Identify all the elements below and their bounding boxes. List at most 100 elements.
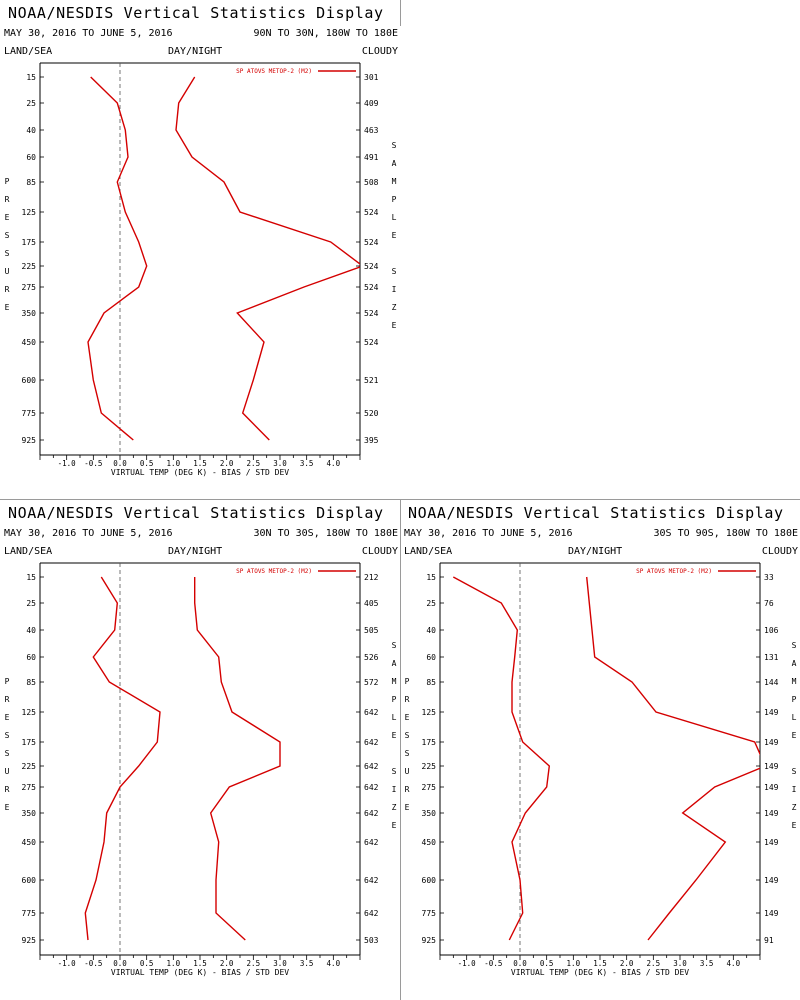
sample-size-label: 505 xyxy=(364,626,379,635)
pressure-level-label: 925 xyxy=(422,936,437,945)
sample-size-label: 520 xyxy=(364,409,379,418)
x-tick-label: 3.0 xyxy=(273,459,287,468)
x-tick-label: 2.5 xyxy=(247,459,261,468)
axis-letter: R xyxy=(405,695,410,704)
pressure-level-label: 175 xyxy=(22,738,37,747)
pressure-level-label: 275 xyxy=(22,283,37,292)
pressure-level-label: 600 xyxy=(22,876,37,885)
profile-chart: -1.0 -0.5 0.0 0.5 1.0 1.5 2.0 2.5 3.0 3.5 4.0 VIRTU… xyxy=(5,62,397,477)
sample-size-label: 503 xyxy=(364,936,379,945)
sample-size-label: 642 xyxy=(364,876,379,885)
x-tick-label: 1.0 xyxy=(167,959,181,968)
pressure-level-label: 175 xyxy=(22,238,37,247)
axis-letter: L xyxy=(392,713,397,722)
axis-letter: P xyxy=(392,695,397,704)
stats-panel-north: NOAA/NESDIS Vertical Statistics Display M… xyxy=(0,0,400,500)
pressure-level-label: 275 xyxy=(22,783,37,792)
pressure-level-label: 925 xyxy=(22,436,37,445)
sample-size-label: 212 xyxy=(364,573,379,582)
region-label: 30N TO 30S, 180W TO 180E xyxy=(253,528,399,539)
pressure-level-label: 15 xyxy=(426,573,436,582)
cloudy-label: CLOUDY xyxy=(361,46,398,57)
pressure-level-label: 600 xyxy=(22,376,37,385)
axis-letter: R xyxy=(5,285,10,294)
x-tick-label: 3.5 xyxy=(300,959,314,968)
sample-size-label: 491 xyxy=(364,153,379,162)
pressure-level-label: 275 xyxy=(422,783,437,792)
profile-chart: -1.0 -0.5 0.0 0.5 1.0 1.5 2.0 2.5 3.0 3.5 4.0 VIRTU… xyxy=(5,562,397,977)
sample-size-label: 524 xyxy=(364,338,379,347)
axis-letter: E xyxy=(392,821,397,830)
x-tick-label: -1.0 xyxy=(58,459,77,468)
y2-axis-label-part2: SIZESIZE xyxy=(392,767,397,830)
axis-letter: S xyxy=(5,249,10,258)
axis-letter: Z xyxy=(392,803,397,812)
sample-size-label: 91 xyxy=(764,936,774,945)
y2-axis-label-part1: SAMPLESAMPLE xyxy=(392,641,397,740)
x-tick-label: 0.0 xyxy=(513,959,527,968)
pressure-level-label: 125 xyxy=(22,708,37,717)
axis-letter: M xyxy=(792,677,797,686)
axis-letter: M xyxy=(392,677,397,686)
axis-letter: S xyxy=(5,231,10,240)
pressure-level-label: 25 xyxy=(426,599,436,608)
axis-letter: E xyxy=(792,731,797,740)
axis-letter: R xyxy=(5,195,10,204)
x-tick-label: 0.5 xyxy=(540,959,554,968)
axis-letter: S xyxy=(405,749,410,758)
sample-size-label: 409 xyxy=(364,99,379,108)
x-axis-label: VIRTUAL TEMP (DEG K) - BIAS / STD DEV xyxy=(511,968,689,977)
sample-size-label: 76 xyxy=(764,599,774,608)
pressure-level-label: 60 xyxy=(426,653,436,662)
sample-size-label: 106 xyxy=(764,626,779,635)
region-label: 90N TO 30N, 180W TO 180E xyxy=(253,28,399,39)
pressure-level-label: 40 xyxy=(26,126,36,135)
x-tick-label: 2.0 xyxy=(220,459,234,468)
axis-letter: P xyxy=(792,695,797,704)
axis-letter: E xyxy=(405,803,410,812)
date-range: MAY 30, 2016 TO JUNE 5, 2016 xyxy=(404,528,573,539)
day-night-label: DAY/NIGHT xyxy=(168,546,223,557)
pressure-level-label: 225 xyxy=(22,262,37,271)
axis-letter: S xyxy=(405,731,410,740)
axis-letter: L xyxy=(792,713,797,722)
pressure-level-label: 350 xyxy=(22,809,37,818)
sample-size-label: 524 xyxy=(364,309,379,318)
axis-letter: U xyxy=(5,767,10,776)
bias-series-line xyxy=(84,576,161,941)
axis-letter: Z xyxy=(792,803,797,812)
pressure-level-label: 350 xyxy=(22,309,37,318)
land-sea-label: LAND/SEA xyxy=(4,546,53,557)
axis-letter: U xyxy=(5,267,10,276)
y-axis-label: PRESSUREPRESSURE xyxy=(5,177,10,312)
axis-letter: A xyxy=(392,159,397,168)
sample-size-label: 524 xyxy=(364,208,379,217)
y2-axis-label-part2: SIZESIZE xyxy=(792,767,797,830)
pressure-level-label: 350 xyxy=(422,809,437,818)
axis-letter: L xyxy=(392,213,397,222)
pressure-level-label: 85 xyxy=(426,678,436,687)
sample-size-label: 149 xyxy=(764,762,779,771)
date-range: MAY 30, 2016 TO JUNE 5, 2016 xyxy=(4,28,173,39)
x-tick-label: 4.0 xyxy=(327,459,341,468)
sample-size-label: 572 xyxy=(364,678,379,687)
bias-series-line xyxy=(87,76,148,441)
pressure-level-label: 925 xyxy=(22,936,37,945)
sample-size-label: 524 xyxy=(364,238,379,247)
stats-panel-south: NOAA/NESDIS Vertical Statistics Display M… xyxy=(400,500,800,1000)
cloudy-label: CLOUDY xyxy=(761,546,798,557)
panel-title: NOAA/NESDIS Vertical Statistics Display xyxy=(408,504,784,522)
axis-letter: E xyxy=(392,231,397,240)
bias-series-line xyxy=(452,576,551,941)
axis-letter: E xyxy=(392,321,397,330)
panel-title: NOAA/NESDIS Vertical Statistics Display xyxy=(8,4,384,22)
sample-size-label: 149 xyxy=(764,783,779,792)
axis-letter: S xyxy=(5,731,10,740)
sample-size-label: 642 xyxy=(364,738,379,747)
pressure-level-label: 40 xyxy=(426,626,436,635)
legend-label: SP ATOVS METOP-2 (M2) xyxy=(236,68,312,75)
axis-letter: P xyxy=(5,177,10,186)
axis-letter: S xyxy=(392,641,397,650)
x-tick-label: 1.5 xyxy=(593,959,607,968)
axis-letter: E xyxy=(405,713,410,722)
